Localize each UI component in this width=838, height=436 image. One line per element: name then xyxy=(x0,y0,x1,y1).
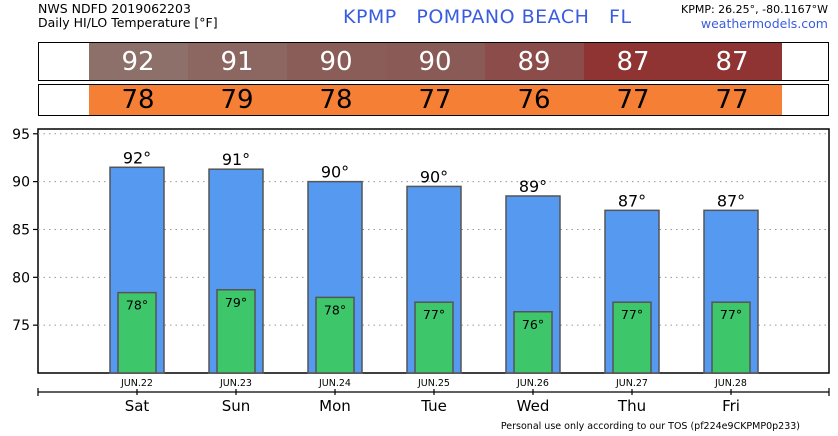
footer-note: Personal use only according to our TOS (… xyxy=(500,421,800,432)
station-title: KPMP POMPANO BEACH FL xyxy=(343,6,632,28)
temperature-bar-chart: 75 80 85 90 95 92° 78° JUN.22 Sat 91° 79° JUN.23 Sun… xyxy=(12,127,830,415)
chart-subtitle: Daily HI/LO Temperature [°F] xyxy=(38,15,218,30)
low-bar-label-sun: 79° xyxy=(225,295,247,310)
high-bar-label-fri: 87° xyxy=(717,191,745,210)
x-day-label-tue: Tue xyxy=(420,397,447,415)
low-bar-fri xyxy=(711,301,751,374)
high-bar-label-sun: 91° xyxy=(222,150,250,169)
station-coords: KPMP: 26.25°, -80.1167°W xyxy=(681,3,828,16)
low-temp-cell-6: 77 xyxy=(682,85,782,115)
low-temp-row: 78 79 78 77 76 77 77 xyxy=(38,84,829,116)
header-right: KPMP: 26.25°, -80.1167°W weathermodels.c… xyxy=(681,3,828,31)
x-date-label-wed: JUN.26 xyxy=(516,378,549,389)
low-bar-label-fri: 77° xyxy=(720,307,742,322)
high-bar-label-sat: 92° xyxy=(123,148,151,167)
high-bar-label-wed: 89° xyxy=(519,177,547,196)
y-tick-label-85: 85 xyxy=(12,222,30,238)
low-bar-label-tue: 77° xyxy=(423,307,445,322)
y-tick-label-95: 95 xyxy=(12,127,30,143)
high-temp-cell-1: 91 xyxy=(187,43,287,80)
low-temp-cell-5: 77 xyxy=(583,85,683,115)
low-temp-cell-2: 78 xyxy=(286,85,386,115)
low-temp-cell-1: 79 xyxy=(187,85,287,115)
x-date-label-thu: JUN.27 xyxy=(615,378,648,389)
y-tick-label-75: 75 xyxy=(12,318,30,334)
high-bar-label-tue: 90° xyxy=(420,167,448,186)
low-bar-tue xyxy=(414,301,454,374)
high-temp-cell-6: 87 xyxy=(682,43,782,80)
low-temp-cell-0: 78 xyxy=(88,85,188,115)
y-tick-label-80: 80 xyxy=(12,270,30,286)
low-bar-sun xyxy=(216,289,256,374)
high-bar-label-thu: 87° xyxy=(618,191,646,210)
x-day-label-thu: Thu xyxy=(617,397,646,415)
x-date-label-fri: JUN.28 xyxy=(714,378,747,389)
header-left: NWS NDFD 2019062203 Daily HI/LO Temperat… xyxy=(38,2,218,30)
x-day-label-fri: Fri xyxy=(722,397,740,415)
high-temp-cell-2: 90 xyxy=(286,43,386,80)
x-day-label-wed: Wed xyxy=(517,397,550,415)
source-line: NWS NDFD 2019062203 xyxy=(38,1,191,16)
x-day-label-mon: Mon xyxy=(319,397,351,415)
high-temp-cell-0: 92 xyxy=(88,43,188,80)
high-temp-cell-4: 89 xyxy=(484,43,584,80)
x-date-label-sat: JUN.22 xyxy=(120,378,153,389)
high-temp-cell-5: 87 xyxy=(583,43,683,80)
low-bar-label-sat: 78° xyxy=(126,298,148,313)
high-bar-label-mon: 90° xyxy=(321,163,349,182)
high-temp-row: 92 91 90 90 89 87 87 xyxy=(38,42,829,81)
low-temp-cell-3: 77 xyxy=(385,85,485,115)
low-bar-wed xyxy=(513,311,553,374)
x-date-label-sun: JUN.23 xyxy=(219,378,252,389)
low-temp-cell-4: 76 xyxy=(484,85,584,115)
low-bar-label-wed: 76° xyxy=(522,317,544,332)
x-date-label-mon: JUN.24 xyxy=(318,378,351,389)
x-day-label-sat: Sat xyxy=(125,397,150,415)
low-bar-thu xyxy=(612,301,652,374)
x-day-label-sun: Sun xyxy=(222,397,251,415)
y-tick-label-90: 90 xyxy=(12,175,30,191)
low-bar-label-thu: 77° xyxy=(621,307,643,322)
low-bar-label-mon: 78° xyxy=(324,302,346,317)
low-bar-sat xyxy=(117,291,157,374)
high-temp-cell-3: 90 xyxy=(385,43,485,80)
site-link[interactable]: weathermodels.com xyxy=(700,16,828,31)
x-date-label-tue: JUN.25 xyxy=(417,378,450,389)
low-bar-mon xyxy=(315,296,355,374)
